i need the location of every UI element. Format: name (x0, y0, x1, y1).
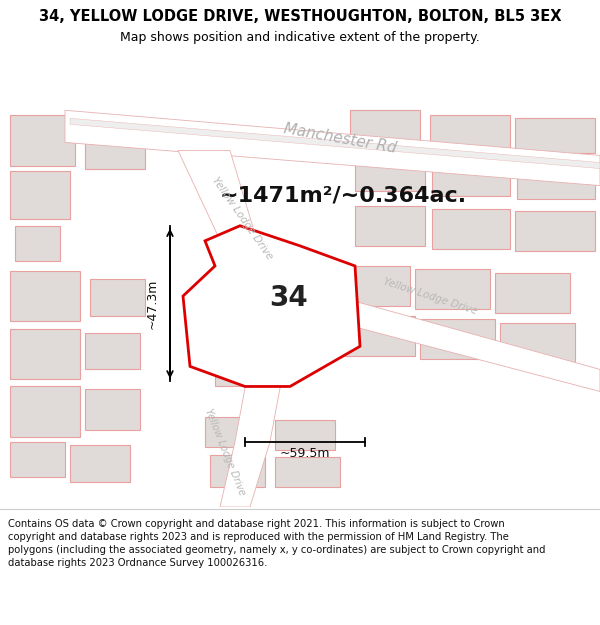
Polygon shape (70, 118, 600, 169)
Text: 34: 34 (269, 284, 308, 312)
Polygon shape (295, 286, 600, 391)
Text: 34, YELLOW LODGE DRIVE, WESTHOUGHTON, BOLTON, BL5 3EX: 34, YELLOW LODGE DRIVE, WESTHOUGHTON, BO… (39, 9, 561, 24)
Polygon shape (10, 329, 80, 379)
Polygon shape (355, 206, 425, 246)
Polygon shape (275, 457, 340, 487)
Polygon shape (500, 323, 575, 363)
Polygon shape (355, 159, 425, 191)
Polygon shape (85, 333, 140, 369)
Text: Yellow Lodge Drive: Yellow Lodge Drive (210, 176, 274, 262)
Polygon shape (432, 209, 510, 249)
Polygon shape (350, 110, 420, 146)
Polygon shape (178, 151, 285, 507)
Polygon shape (65, 110, 600, 186)
Text: Map shows position and indicative extent of the property.: Map shows position and indicative extent… (120, 31, 480, 44)
Polygon shape (215, 276, 275, 306)
Polygon shape (90, 279, 145, 316)
Polygon shape (85, 389, 140, 429)
Polygon shape (10, 271, 80, 321)
Polygon shape (515, 118, 595, 154)
Polygon shape (517, 166, 595, 199)
Polygon shape (432, 162, 510, 196)
Text: Contains OS data © Crown copyright and database right 2021. This information is : Contains OS data © Crown copyright and d… (8, 519, 545, 568)
Polygon shape (205, 417, 265, 447)
Polygon shape (275, 419, 335, 450)
Text: Yellow Lodge Drive: Yellow Lodge Drive (203, 407, 247, 496)
Polygon shape (15, 226, 60, 261)
Polygon shape (220, 316, 280, 346)
Polygon shape (10, 442, 65, 477)
Polygon shape (340, 266, 410, 306)
Text: ~59.5m: ~59.5m (280, 448, 330, 460)
Polygon shape (70, 445, 130, 482)
Text: ~1471m²/~0.364ac.: ~1471m²/~0.364ac. (220, 186, 467, 206)
Polygon shape (10, 386, 80, 437)
Text: Manchester Rd: Manchester Rd (283, 121, 398, 156)
Polygon shape (420, 319, 495, 359)
Polygon shape (430, 115, 510, 151)
Polygon shape (345, 316, 415, 356)
Polygon shape (515, 211, 595, 251)
Polygon shape (215, 356, 280, 386)
Text: Yellow Lodge Drive: Yellow Lodge Drive (382, 276, 478, 316)
Polygon shape (495, 273, 570, 313)
Polygon shape (215, 236, 270, 266)
Polygon shape (415, 269, 490, 309)
Polygon shape (210, 455, 265, 487)
Polygon shape (10, 171, 70, 219)
Text: ~47.3m: ~47.3m (146, 278, 158, 329)
Polygon shape (10, 115, 75, 166)
Polygon shape (85, 126, 145, 169)
Polygon shape (183, 226, 360, 386)
